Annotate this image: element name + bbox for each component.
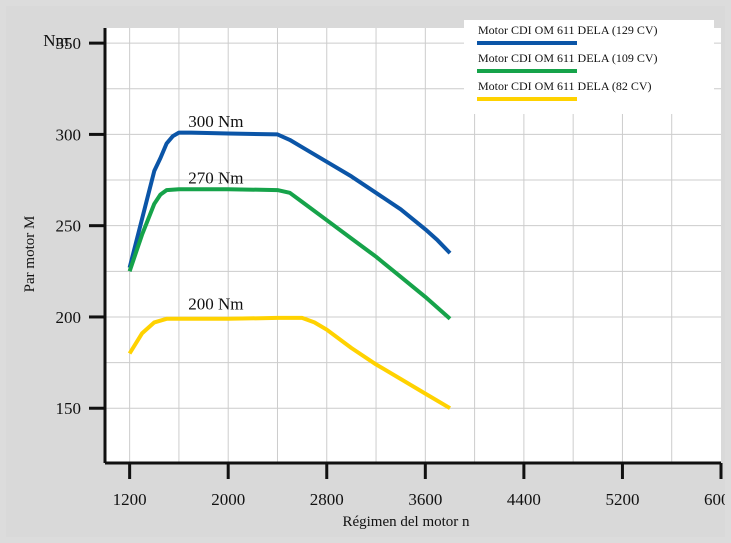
axes: 150 200 250 300 350 1200 2000 2800 3600 4400 5200 6… bbox=[56, 28, 731, 509]
y-tick-label: 350 bbox=[56, 34, 82, 53]
series-line-1 bbox=[127, 130, 452, 269]
y-tick-label: 250 bbox=[56, 217, 82, 236]
chart-frame: 150 200 250 300 350 1200 2000 2800 3600 4400 5200 6… bbox=[6, 6, 731, 537]
x-tick-label: 1200 bbox=[113, 490, 147, 509]
series bbox=[127, 130, 452, 410]
x-tick-label: 5200 bbox=[605, 490, 639, 509]
x-tick-label: 2000 bbox=[211, 490, 245, 509]
legend-label-2: Motor CDI OM 611 DELA (109 CV) bbox=[478, 51, 658, 65]
y-axis-unit: Nm bbox=[43, 31, 69, 50]
annotation-label-3: 200 Nm bbox=[188, 294, 243, 313]
annotations: 300 Nm 270 Nm 200 Nm bbox=[188, 112, 243, 314]
torque-chart: 150 200 250 300 350 1200 2000 2800 3600 4400 5200 6… bbox=[22, 20, 731, 530]
y-axis-label: Par motor M bbox=[22, 216, 38, 293]
legend: Motor CDI OM 611 DELA (129 CV) Motor CDI … bbox=[464, 20, 714, 114]
x-axis-label: Régimen del motor n bbox=[342, 514, 470, 530]
series-line-3 bbox=[127, 315, 452, 410]
y-tick-label: 150 bbox=[56, 399, 82, 418]
y-tick-label: 200 bbox=[56, 308, 82, 327]
annotation-label-1: 300 Nm bbox=[188, 112, 243, 131]
legend-label-3: Motor CDI OM 611 DELA (82 CV) bbox=[478, 79, 652, 93]
x-tick-label: 6000 bbox=[704, 490, 725, 509]
x-tick-label: 2800 bbox=[310, 490, 344, 509]
annotation-label-2: 270 Nm bbox=[188, 169, 243, 188]
x-tick-label: 3600 bbox=[408, 490, 442, 509]
legend-label-1: Motor CDI OM 611 DELA (129 CV) bbox=[478, 23, 658, 37]
series-line-2 bbox=[127, 187, 452, 321]
y-tick-label: 300 bbox=[56, 125, 82, 144]
x-tick-label: 4400 bbox=[507, 490, 541, 509]
